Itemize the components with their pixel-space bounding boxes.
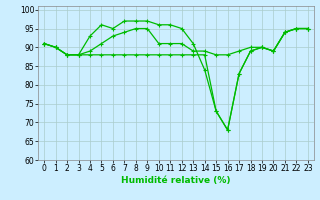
X-axis label: Humidité relative (%): Humidité relative (%) <box>121 176 231 185</box>
